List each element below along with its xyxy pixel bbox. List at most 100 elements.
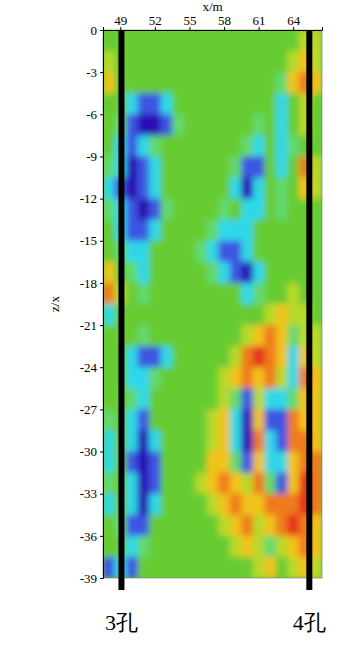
heat-cell xyxy=(253,156,265,178)
heat-cell xyxy=(264,135,276,157)
heat-cell xyxy=(172,536,184,558)
heat-cell xyxy=(287,515,299,537)
heat-cell xyxy=(241,262,253,284)
heat-cell xyxy=(149,114,161,136)
heat-cell xyxy=(195,325,207,347)
heat-cell xyxy=(230,430,242,452)
heat-cell xyxy=(276,93,288,115)
heat-cell xyxy=(264,367,276,389)
heat-cell xyxy=(184,452,196,474)
heat-cell xyxy=(276,30,288,52)
heat-cell xyxy=(218,515,230,537)
heat-cell xyxy=(103,304,115,326)
heat-cell xyxy=(253,536,265,558)
heat-cell xyxy=(138,199,150,221)
heat-cell xyxy=(264,409,276,431)
heat-cell xyxy=(161,515,173,537)
y-tick-mark xyxy=(100,283,103,284)
heat-cell xyxy=(138,262,150,284)
heat-cell xyxy=(138,346,150,368)
x-tick: 55 xyxy=(183,13,196,30)
heat-cell xyxy=(195,199,207,221)
heat-cell xyxy=(207,557,219,578)
heat-cell xyxy=(149,156,161,178)
heat-cell xyxy=(287,430,299,452)
heat-cell xyxy=(241,430,253,452)
y-tick-mark xyxy=(100,156,103,157)
heat-cell xyxy=(264,51,276,73)
heat-cell xyxy=(207,536,219,558)
heat-cell xyxy=(161,51,173,73)
heat-cell xyxy=(161,135,173,157)
heat-cell xyxy=(184,199,196,221)
heat-cell xyxy=(149,494,161,516)
heat-cell xyxy=(184,114,196,136)
heat-cell xyxy=(230,220,242,242)
heat-cell xyxy=(184,135,196,157)
heat-cell xyxy=(218,536,230,558)
heat-cell xyxy=(218,199,230,221)
y-tick-mark xyxy=(100,452,103,453)
heat-cell xyxy=(253,325,265,347)
heat-cell xyxy=(126,346,138,368)
heat-cell xyxy=(184,156,196,178)
heat-cell xyxy=(126,409,138,431)
x-tick: 49 xyxy=(114,13,127,30)
y-tick-label: -12 xyxy=(80,191,97,206)
heat-cell xyxy=(138,30,150,52)
heat-cell xyxy=(241,72,253,94)
heat-cell xyxy=(172,30,184,52)
heat-cell xyxy=(161,557,173,578)
x-tick: 58 xyxy=(218,13,231,30)
heat-cell xyxy=(276,452,288,474)
heat-cell xyxy=(276,325,288,347)
y-tick-label: -24 xyxy=(80,360,98,375)
heat-cell xyxy=(218,473,230,495)
heat-cell xyxy=(218,430,230,452)
heat-cell xyxy=(184,178,196,200)
heat-cell xyxy=(264,304,276,326)
heat-cell xyxy=(253,135,265,157)
heat-cell xyxy=(287,346,299,368)
heat-cell xyxy=(138,178,150,200)
heat-cell xyxy=(207,156,219,178)
y-tick-mark xyxy=(100,114,103,115)
heat-cell xyxy=(253,241,265,263)
heat-cell xyxy=(126,557,138,578)
heat-cell xyxy=(207,304,219,326)
x-axis-title: x/m xyxy=(202,0,222,14)
y-tick: -18 xyxy=(80,276,103,291)
heat-cell xyxy=(103,494,115,516)
heat-cell xyxy=(230,346,242,368)
heat-cell xyxy=(126,135,138,157)
heat-cell xyxy=(264,178,276,200)
heat-cell xyxy=(184,304,196,326)
heat-cell xyxy=(195,367,207,389)
heat-cell xyxy=(149,72,161,94)
heat-cell xyxy=(195,515,207,537)
heat-cell xyxy=(172,367,184,389)
heat-cell xyxy=(195,220,207,242)
heat-cell xyxy=(287,156,299,178)
heat-cell xyxy=(276,51,288,73)
heat-cell xyxy=(264,262,276,284)
y-tick-label: -15 xyxy=(80,233,97,248)
heat-cell xyxy=(287,241,299,263)
heat-cell xyxy=(138,93,150,115)
heat-cell xyxy=(103,430,115,452)
heat-cell xyxy=(253,515,265,537)
heat-cell xyxy=(230,536,242,558)
heat-cell xyxy=(172,304,184,326)
heat-cell xyxy=(103,536,115,558)
plot-frame xyxy=(103,30,322,578)
heat-cell xyxy=(218,241,230,263)
heat-cell xyxy=(149,409,161,431)
heat-cell xyxy=(230,178,242,200)
heat-cell xyxy=(103,178,115,200)
heat-cell xyxy=(126,304,138,326)
heat-cell xyxy=(207,283,219,305)
heat-cell xyxy=(218,51,230,73)
heat-cell xyxy=(161,325,173,347)
heat-cell xyxy=(161,156,173,178)
heat-cell xyxy=(149,262,161,284)
